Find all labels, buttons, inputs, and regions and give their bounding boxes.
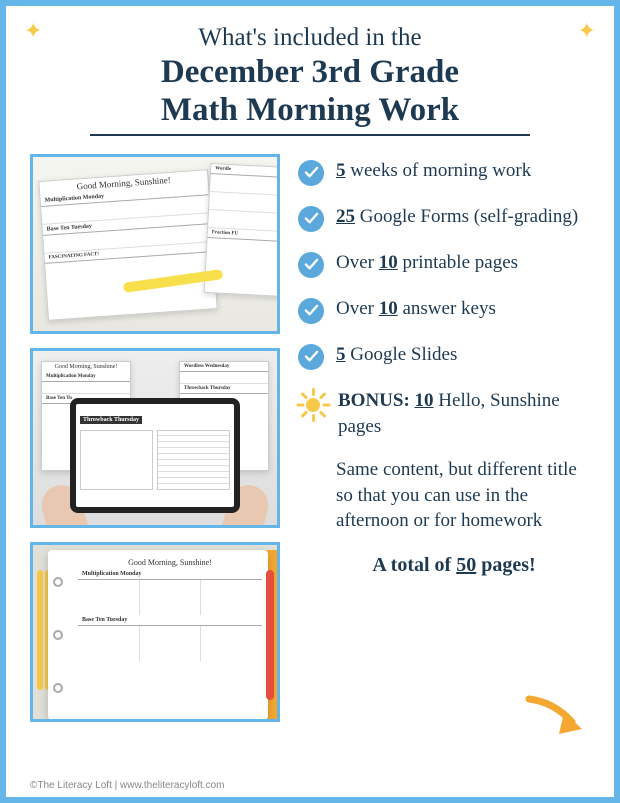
check-icon: [298, 160, 324, 186]
note-text: Same content, but different title so tha…: [336, 457, 590, 534]
header-title: December 3rd Grade Math Morning Work: [30, 54, 590, 130]
check-icon: [298, 252, 324, 278]
feature-text: Over 10 answer keys: [336, 296, 590, 322]
feature-item: Over 10 printable pages: [298, 250, 590, 278]
header-subtitle: What's included in the: [30, 24, 590, 52]
sun-icon: [298, 390, 328, 420]
bonus-item: BONUS: 10 Hello, Sunshine pages: [298, 388, 590, 439]
check-icon: [298, 206, 324, 232]
feature-text: Over 10 printable pages: [336, 250, 590, 276]
arrow-icon: [524, 694, 594, 749]
feature-text: 5 weeks of morning work: [336, 158, 590, 184]
thumbnail-tablet-photo: Good Morning, Sunshine! Multiplication M…: [30, 348, 280, 528]
features-column: 5 weeks of morning work 25 Google Forms …: [298, 154, 590, 722]
bonus-text: BONUS: 10 Hello, Sunshine pages: [338, 388, 590, 439]
binder-rings-icon: [53, 555, 63, 715]
pencil-icon: [37, 570, 43, 690]
thumbnail-binder-photo: Good Morning, Sunshine! Multiplication M…: [30, 542, 280, 722]
feature-item: Over 10 answer keys: [298, 296, 590, 324]
check-icon: [298, 344, 324, 370]
tablet-icon: Throwback Thursday: [70, 398, 240, 513]
content-row: Good Morning, Sunshine! Multiplication M…: [30, 154, 590, 722]
feature-text: 5 Google Slides: [336, 342, 590, 368]
feature-item: 5 weeks of morning work: [298, 158, 590, 186]
thumbnail-worksheet-photo: Good Morning, Sunshine! Multiplication M…: [30, 154, 280, 334]
feature-item: 25 Google Forms (self-grading): [298, 204, 590, 232]
header-underline: [90, 134, 530, 136]
total-text: A total of 50 pages!: [318, 552, 590, 579]
pen-icon: [266, 570, 274, 700]
check-icon: [298, 298, 324, 324]
thumbnails-column: Good Morning, Sunshine! Multiplication M…: [30, 154, 280, 722]
feature-item: 5 Google Slides: [298, 342, 590, 370]
page-frame: ✦ ✦ What's included in the December 3rd …: [0, 0, 620, 803]
feature-text: 25 Google Forms (self-grading): [336, 204, 590, 230]
worksheet-sheet: Good Morning, Sunshine! Multiplication M…: [38, 169, 217, 321]
header: What's included in the December 3rd Grad…: [30, 24, 590, 136]
binder-sheet: Good Morning, Sunshine! Multiplication M…: [48, 550, 268, 720]
footer-credit: ©The Literacy Loft | www.theliteracyloft…: [30, 780, 224, 791]
